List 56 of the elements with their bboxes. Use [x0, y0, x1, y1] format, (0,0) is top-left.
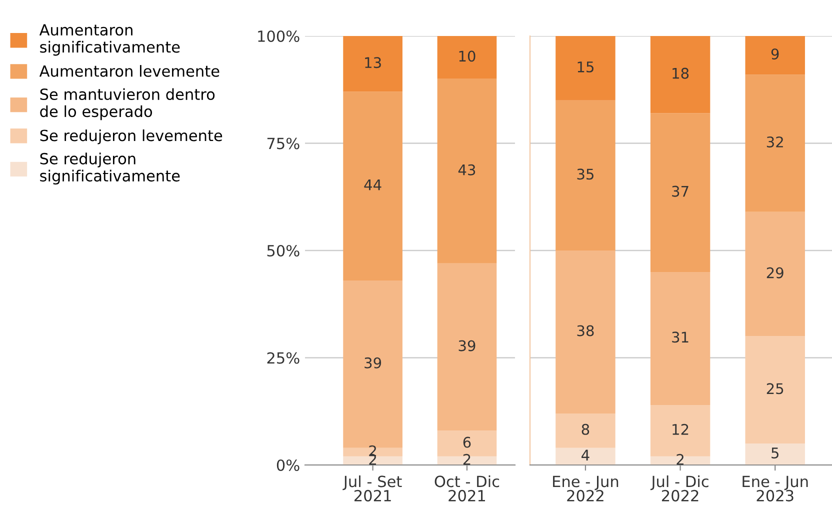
x-tick-label: Ene - Jun 2022 [553, 476, 618, 502]
data-label: 9 [771, 48, 779, 60]
data-label: 38 [577, 325, 594, 336]
bar [556, 100, 616, 250]
bar [650, 272, 710, 405]
bar [437, 36, 497, 79]
bar [437, 78, 497, 264]
bar [556, 448, 616, 465]
legend-label: Se redujeron significativamente [40, 152, 180, 185]
data-label: 8 [582, 424, 590, 435]
y-tick-label: 75% [267, 138, 300, 150]
bar [745, 36, 805, 75]
y-tick-label: 50% [267, 244, 300, 257]
bar [745, 336, 805, 444]
data-label: 10 [459, 50, 476, 62]
data-label: 32 [766, 136, 783, 148]
data-label: 31 [672, 332, 688, 343]
data-label: 2 [676, 454, 684, 465]
bar [650, 36, 710, 114]
bar [556, 250, 616, 414]
bar [650, 113, 710, 272]
bar [745, 444, 805, 465]
data-label: 29 [766, 267, 784, 278]
data-label: 39 [364, 357, 382, 368]
data-label: 4 [582, 450, 590, 460]
bar [437, 263, 497, 431]
data-label: 43 [458, 164, 476, 176]
y-tick-label: 0% [276, 459, 300, 472]
legend-label: Aumentaron significativamente [39, 24, 180, 56]
x-tick-label: Oct - Dic 2021 [434, 475, 500, 502]
bar [343, 36, 402, 92]
data-label: 39 [458, 340, 476, 352]
bar [745, 212, 805, 336]
x-tick-label: Jul - Dic 2022 [650, 475, 708, 502]
data-label: 25 [766, 383, 784, 394]
legend-label: Aumentaron levemente [39, 65, 220, 77]
data-label: 15 [578, 62, 594, 72]
y-tick-label: 25% [267, 352, 300, 364]
data-label: 2 [463, 454, 470, 465]
x-tick-label: Ene - Jun 2023 [742, 476, 808, 502]
data-label: 6 [463, 436, 471, 448]
data-label: 37 [672, 186, 688, 197]
data-label: 44 [364, 180, 382, 190]
y-tick-label: 100% [258, 30, 300, 42]
bar [556, 36, 616, 100]
legend-label: Se mantuvieron dentro de lo esperado [40, 88, 215, 120]
bar [745, 74, 805, 212]
legend-label: Se redujeron levemente [40, 129, 222, 144]
x-tick-label: Jul - Set 2021 [342, 475, 402, 502]
data-label: 35 [577, 168, 594, 180]
data-label: 18 [672, 68, 689, 79]
data-label: 13 [365, 57, 381, 68]
data-label: 12 [672, 424, 688, 435]
bar [556, 414, 616, 448]
bar [343, 92, 402, 281]
data-label: 5 [772, 448, 778, 459]
